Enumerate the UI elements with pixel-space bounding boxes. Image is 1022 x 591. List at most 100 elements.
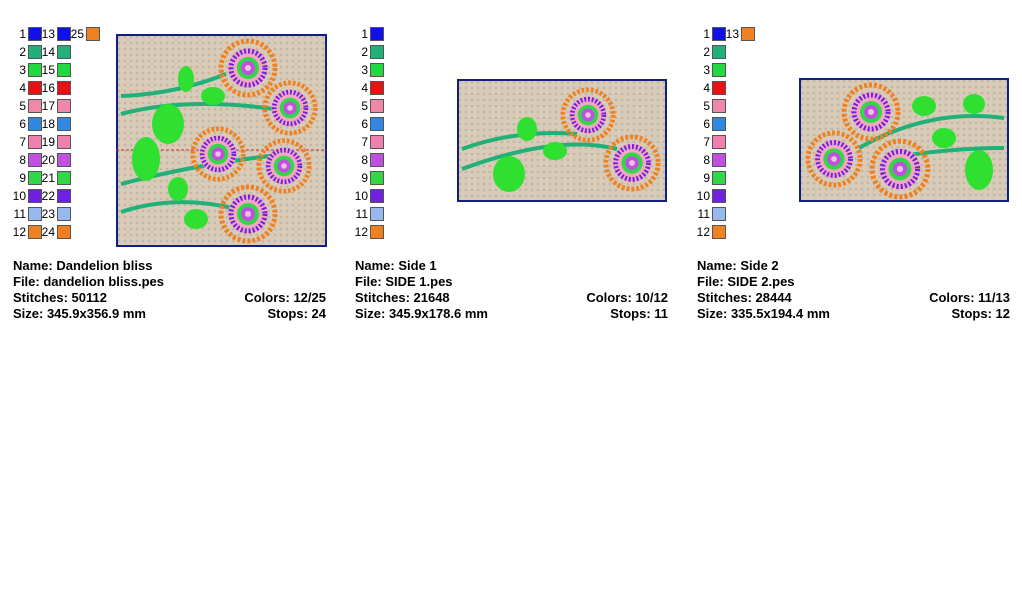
color-swatch (370, 99, 384, 113)
color-swatch (28, 189, 42, 203)
color-swatch (57, 171, 71, 185)
stitch-count: Stitches: 21648 (355, 290, 450, 305)
color-swatch (57, 153, 71, 167)
color-swatch (86, 27, 100, 41)
color-number: 7 (19, 135, 26, 149)
color-swatch (370, 207, 384, 221)
file-name: File: SIDE 2.pes (697, 274, 795, 289)
color-number: 1 (361, 27, 368, 41)
color-swatch (28, 153, 42, 167)
color-number: 9 (703, 171, 710, 185)
color-swatch (28, 207, 42, 221)
color-swatch (712, 81, 726, 95)
color-number: 4 (361, 81, 368, 95)
color-number: 10 (696, 189, 710, 203)
color-swatch (28, 225, 42, 239)
color-number: 9 (361, 171, 368, 185)
color-number: 10 (354, 189, 368, 203)
color-swatch (28, 117, 42, 131)
color-number: 6 (361, 117, 368, 131)
file-name: File: dandelion bliss.pes (13, 274, 164, 289)
color-swatch (57, 99, 71, 113)
color-swatch (28, 99, 42, 113)
color-count: Colors: 11/13 (929, 290, 1010, 305)
color-swatch (712, 63, 726, 77)
color-count: Colors: 12/25 (244, 290, 326, 305)
color-swatch (28, 81, 42, 95)
color-swatch (370, 153, 384, 167)
design-preview (799, 78, 1009, 202)
design-size: Size: 345.9x178.6 mm (355, 306, 488, 321)
color-swatch (712, 171, 726, 185)
color-number: 24 (41, 225, 55, 239)
color-swatch (57, 189, 71, 203)
color-swatch (57, 135, 71, 149)
color-swatch (712, 225, 726, 239)
color-number: 18 (41, 117, 55, 131)
color-swatch (28, 171, 42, 185)
color-number: 7 (703, 135, 710, 149)
stop-count: Stops: 12 (951, 306, 1010, 321)
color-number: 8 (361, 153, 368, 167)
color-swatch (370, 135, 384, 149)
color-number: 19 (41, 135, 55, 149)
color-number: 21 (41, 171, 55, 185)
color-swatch (57, 207, 71, 221)
color-swatch (28, 45, 42, 59)
color-swatch (57, 27, 71, 41)
design-name: Name: Dandelion bliss (13, 258, 153, 273)
color-swatch (712, 45, 726, 59)
color-number: 3 (19, 63, 26, 77)
color-swatch (712, 27, 726, 41)
color-number: 20 (41, 153, 55, 167)
color-swatch (370, 171, 384, 185)
color-number: 5 (19, 99, 26, 113)
color-number: 25 (70, 27, 84, 41)
color-swatch (741, 27, 755, 41)
color-swatch (57, 117, 71, 131)
color-number: 12 (354, 225, 368, 239)
design-size: Size: 345.9x356.9 mm (13, 306, 146, 321)
color-number: 9 (19, 171, 26, 185)
color-number: 2 (361, 45, 368, 59)
color-number: 5 (361, 99, 368, 113)
design-preview (116, 34, 327, 247)
color-swatch (712, 99, 726, 113)
color-number: 1 (703, 27, 710, 41)
color-number: 4 (703, 81, 710, 95)
stitch-count: Stitches: 28444 (697, 290, 792, 305)
color-number: 3 (361, 63, 368, 77)
color-number: 23 (41, 207, 55, 221)
color-swatch (28, 135, 42, 149)
stop-count: Stops: 24 (267, 306, 326, 321)
color-swatch (712, 189, 726, 203)
stitch-count: Stitches: 50112 (13, 290, 107, 305)
color-number: 1 (19, 27, 26, 41)
color-swatch (370, 63, 384, 77)
stop-count: Stops: 11 (610, 306, 668, 321)
color-number: 8 (19, 153, 26, 167)
color-number: 12 (12, 225, 26, 239)
color-number: 11 (13, 207, 26, 221)
color-swatch (370, 117, 384, 131)
color-swatch (57, 225, 71, 239)
color-swatch (712, 135, 726, 149)
color-number: 14 (41, 45, 55, 59)
design-name: Name: Side 1 (355, 258, 437, 273)
color-swatch (57, 81, 71, 95)
color-number: 11 (355, 207, 368, 221)
design-name: Name: Side 2 (697, 258, 779, 273)
color-number: 8 (703, 153, 710, 167)
color-number: 13 (41, 27, 55, 41)
color-number: 13 (725, 27, 739, 41)
color-swatch (28, 27, 42, 41)
file-name: File: SIDE 1.pes (355, 274, 453, 289)
design-preview (457, 79, 667, 202)
color-number: 10 (12, 189, 26, 203)
color-swatch (712, 207, 726, 221)
color-number: 11 (697, 207, 710, 221)
color-swatch (28, 63, 42, 77)
design-size: Size: 335.5x194.4 mm (697, 306, 830, 321)
color-number: 3 (703, 63, 710, 77)
